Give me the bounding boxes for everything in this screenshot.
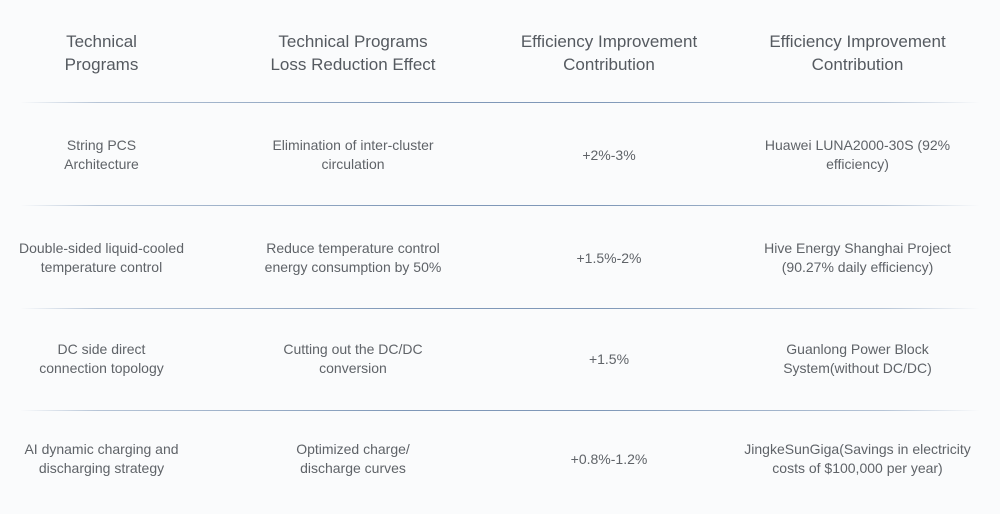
table-header-row: Technical Programs Technical Programs Lo…	[0, 30, 1000, 76]
cell-case: Huawei LUNA2000-30S (92% efficiency)	[764, 137, 951, 172]
cell-loss-reduction: Cutting out the DC/DC conversion	[283, 341, 423, 376]
cell-case: Hive Energy Shanghai Project (90.27% dai…	[764, 240, 951, 275]
cell-case: JingkeSunGiga(Savings in electricity cos…	[744, 441, 971, 476]
row-divider	[20, 410, 980, 411]
table-row: Double-sided liquid-cooled temperature c…	[0, 238, 1000, 278]
header-technical-programs: Technical Programs	[64, 32, 139, 74]
cell-efficiency: +2%-3%	[582, 146, 636, 163]
header-efficiency-improvement: Efficiency Improvement Contribution	[520, 32, 698, 74]
row-divider	[20, 205, 980, 206]
header-loss-reduction-effect: Technical Programs Loss Reduction Effect	[270, 32, 436, 74]
cell-loss-reduction: Optimized charge/ discharge curves	[296, 441, 410, 476]
cell-efficiency: +1.5%	[588, 350, 630, 367]
table-row: String PCS Architecture Elimination of i…	[0, 135, 1000, 175]
cell-program: AI dynamic charging and discharging stra…	[24, 441, 179, 476]
cell-case: Guanlong Power Block System(without DC/D…	[783, 341, 932, 376]
cell-program: DC side direct connection topology	[39, 341, 164, 376]
table-row: DC side direct connection topology Cutti…	[0, 339, 1000, 379]
cell-loss-reduction: Reduce temperature control energy consum…	[264, 240, 442, 275]
header-efficiency-improvement-cases: Efficiency Improvement Contribution	[769, 32, 946, 74]
table-row: AI dynamic charging and discharging stra…	[0, 439, 1000, 479]
cell-program: String PCS Architecture	[64, 137, 139, 172]
cell-efficiency: +1.5%-2%	[576, 249, 642, 266]
cell-efficiency: +0.8%-1.2%	[570, 450, 648, 467]
row-divider	[20, 308, 980, 309]
cell-loss-reduction: Elimination of inter-cluster circulation	[272, 137, 434, 172]
cell-program: Double-sided liquid-cooled temperature c…	[19, 240, 184, 275]
row-divider	[20, 102, 980, 103]
